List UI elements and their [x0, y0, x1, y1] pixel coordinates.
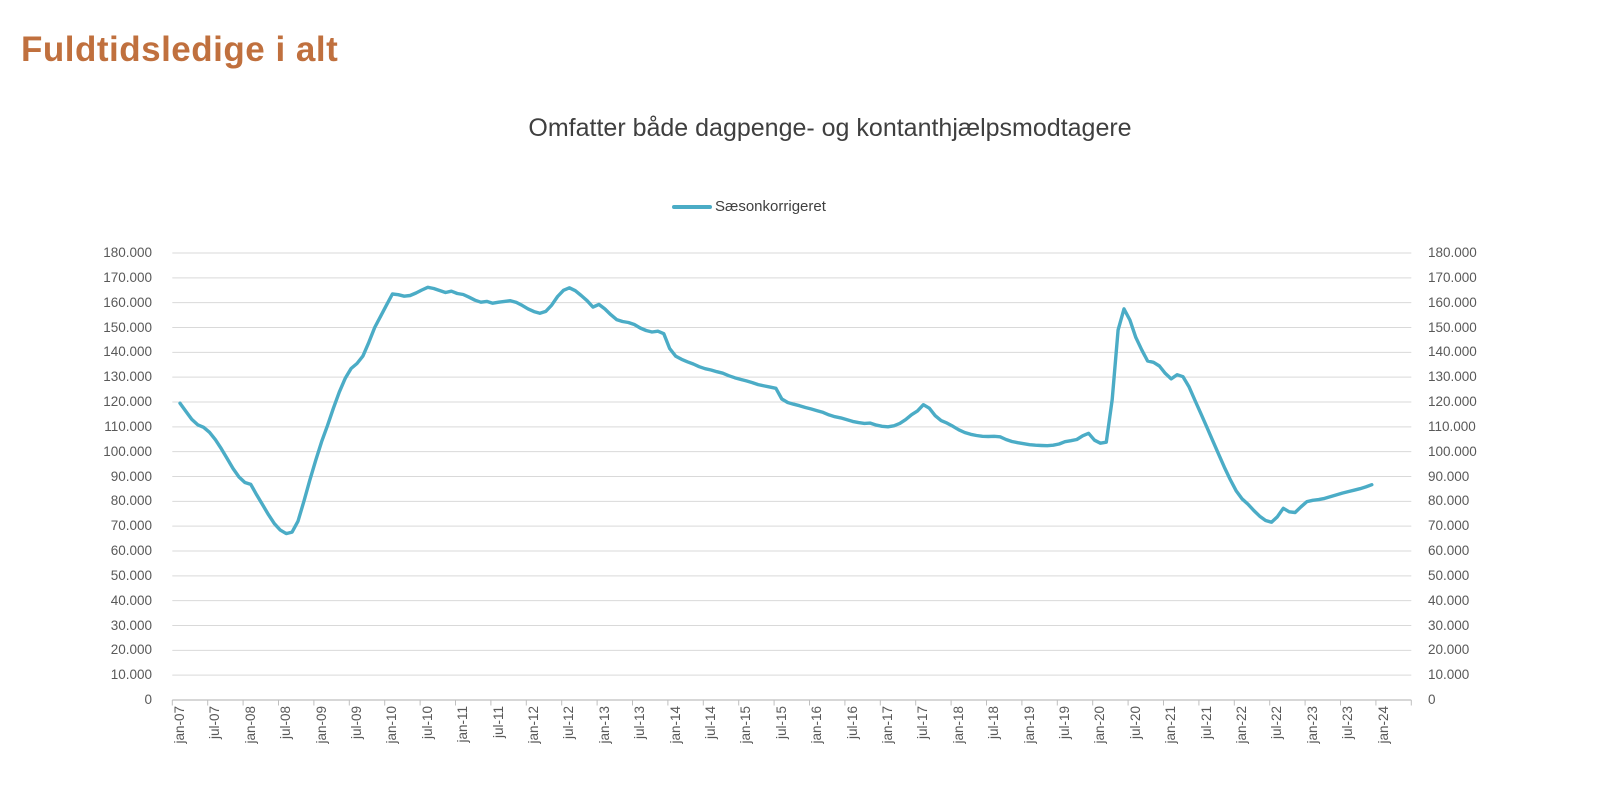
x-axis-label: jul-09	[349, 706, 364, 740]
y-axis-label-left: 90.000	[110, 468, 152, 484]
x-axis-label: jan-21	[1163, 706, 1179, 744]
y-axis-label-left: 140.000	[103, 344, 152, 360]
y-axis-label-right: 170.000	[1428, 269, 1477, 285]
x-axis-label: jul-08	[278, 706, 294, 740]
y-axis-label-right: 180.000	[1428, 245, 1477, 260]
x-axis-label: jul-16	[844, 706, 860, 740]
x-axis-label: jul-23	[1340, 706, 1356, 740]
x-axis-label: jan-09	[313, 706, 329, 744]
x-axis-label: jan-20	[1092, 706, 1108, 744]
y-axis-label-right: 120.000	[1428, 394, 1477, 409]
legend-label: Sæsonkorrigeret	[715, 198, 826, 215]
x-axis-label: jan-17	[880, 706, 895, 744]
y-axis-label-right: 160.000	[1428, 294, 1477, 310]
x-axis-label: jan-14	[667, 706, 683, 744]
x-axis-label: jan-13	[596, 706, 612, 744]
x-axis-label: jul-14	[703, 706, 718, 740]
chart-subtitle: Omfatter både dagpenge- og kontanthjælps…	[528, 114, 1132, 142]
y-axis-label-right: 50.000	[1428, 567, 1470, 583]
y-axis-label-left: 60.000	[110, 543, 152, 558]
y-axis-label-right: 20.000	[1428, 642, 1470, 658]
y-axis-label-right: 60.000	[1428, 543, 1470, 558]
x-axis-label: jul-11	[490, 706, 506, 739]
x-axis-label: jan-11	[455, 706, 471, 743]
y-axis-label-right: 130.000	[1428, 369, 1477, 385]
x-axis-label: jul-21	[1198, 706, 1214, 740]
y-axis-label-right: 0	[1428, 692, 1436, 707]
y-axis-label-left: 160.000	[103, 294, 152, 310]
x-axis-label: jan-10	[384, 706, 400, 744]
legend-line-swatch-icon	[672, 204, 712, 209]
y-axis-label-left: 50.000	[110, 567, 152, 583]
y-axis-label-left: 170.000	[103, 269, 152, 285]
x-axis-label: jan-15	[738, 706, 754, 744]
y-axis-label-left: 20.000	[110, 642, 152, 658]
y-axis-label-left: 10.000	[110, 667, 152, 683]
y-axis-label-left: 80.000	[110, 493, 152, 509]
x-axis-label: jul-19	[1057, 706, 1072, 740]
y-axis-label-left: 40.000	[110, 592, 152, 608]
x-axis-label: jul-20	[1127, 706, 1143, 740]
series-line-saesonkorrigeret	[178, 285, 1374, 536]
x-axis-label: jul-13	[632, 706, 648, 740]
x-axis-label: jan-16	[809, 706, 825, 744]
x-axis-label: jan-24	[1375, 706, 1391, 744]
x-axis-label: jan-12	[526, 706, 541, 744]
page-title: Fuldtidsledige i alt	[21, 30, 339, 69]
y-axis-label-right: 70.000	[1428, 518, 1470, 534]
x-axis-label: jan-08	[242, 706, 258, 744]
y-axis-label-right: 140.000	[1428, 344, 1477, 360]
y-axis-label-left: 110.000	[104, 418, 152, 434]
x-axis-label: jan-19	[1021, 706, 1037, 744]
x-axis-label: jul-22	[1269, 706, 1285, 740]
x-axis-label: jan-18	[950, 706, 966, 744]
x-axis-label: jan-23	[1304, 706, 1320, 744]
y-axis-label-right: 110.000	[1428, 418, 1476, 434]
chart-legend: Sæsonkorrigeret	[672, 198, 826, 215]
y-axis-label-left: 70.000	[110, 518, 152, 534]
x-axis-label: jul-15	[773, 706, 789, 740]
y-axis-label-left: 120.000	[103, 394, 152, 409]
x-axis-label: jul-17	[915, 706, 931, 740]
x-axis-label: jan-22	[1234, 706, 1249, 744]
x-axis-label: jan-07	[172, 706, 187, 744]
y-axis-label-right: 30.000	[1428, 617, 1470, 633]
y-axis-label-right: 100.000	[1428, 443, 1477, 459]
y-axis-label-left: 30.000	[110, 617, 152, 633]
y-axis-label-right: 40.000	[1428, 592, 1470, 608]
y-axis-label-left: 130.000	[103, 369, 152, 385]
y-axis-label-right: 80.000	[1428, 493, 1470, 509]
x-axis-label: jul-07	[207, 706, 223, 740]
line-chart-plot-area	[171, 252, 1412, 706]
y-axis-label-right: 10.000	[1428, 667, 1470, 683]
y-axis-label-right: 150.000	[1428, 319, 1477, 335]
x-axis-label: jul-12	[561, 706, 577, 740]
y-axis-label-left: 180.000	[103, 245, 152, 260]
y-axis-label-left: 100.000	[103, 443, 152, 459]
y-axis-label-left: 0	[144, 692, 152, 707]
x-axis-label: jul-10	[419, 706, 435, 740]
x-axis-label: jul-18	[986, 706, 1002, 740]
y-axis-label-right: 90.000	[1428, 468, 1470, 484]
y-axis-label-left: 150.000	[103, 319, 152, 335]
